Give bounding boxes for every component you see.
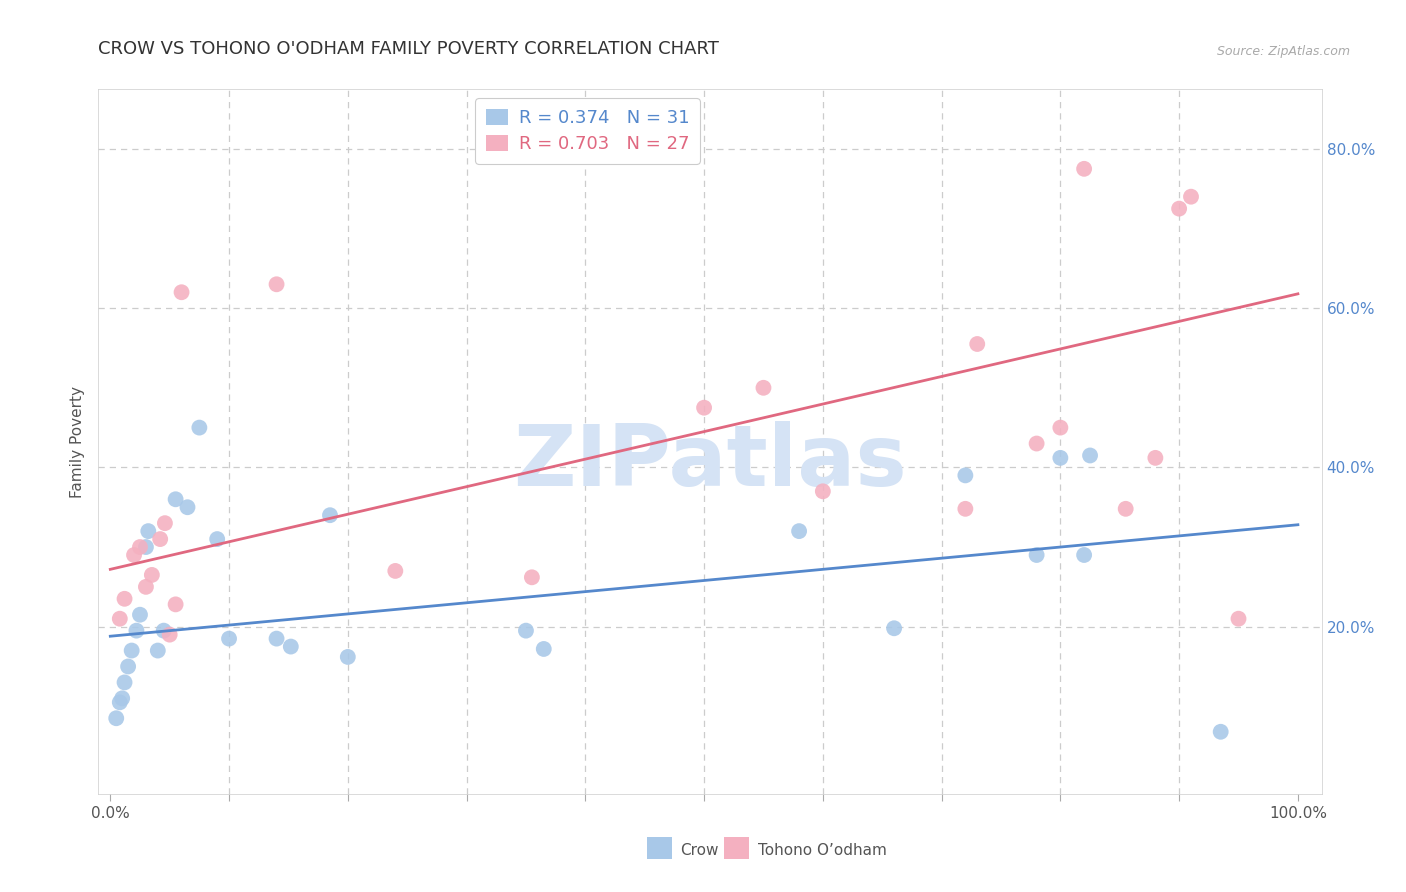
Point [129, 607, 152, 622]
Point [129, 540, 152, 554]
Point [1073, 161, 1095, 176]
Point [1180, 190, 1202, 204]
Point [1025, 436, 1047, 450]
Text: Crow: Crow [681, 843, 718, 857]
Point [520, 570, 543, 584]
Text: Source: ZipAtlas.com: Source: ZipAtlas.com [1216, 45, 1350, 58]
Point [384, 564, 406, 578]
Point [165, 492, 187, 507]
Point [1049, 420, 1071, 434]
Point [108, 695, 131, 709]
Point [883, 621, 905, 635]
Point [105, 711, 128, 725]
Point [1209, 724, 1232, 739]
Point [1049, 450, 1071, 465]
Point [1227, 612, 1250, 626]
Point [752, 381, 775, 395]
Point [1115, 501, 1137, 516]
Point [117, 659, 139, 673]
Point [1078, 449, 1101, 463]
Text: ZIPatlas: ZIPatlas [513, 421, 907, 504]
Point [121, 643, 143, 657]
Point [122, 548, 145, 562]
Text: CROW VS TOHONO O'ODHAM FAMILY POVERTY CORRELATION CHART: CROW VS TOHONO O'ODHAM FAMILY POVERTY CO… [98, 40, 720, 58]
Point [1168, 202, 1191, 216]
Legend: R = 0.374   N = 31, R = 0.703   N = 27: R = 0.374 N = 31, R = 0.703 N = 27 [475, 98, 700, 163]
Point [1025, 548, 1047, 562]
Point [533, 642, 555, 657]
Point [515, 624, 537, 638]
Point [1144, 450, 1167, 465]
Point [693, 401, 716, 415]
Point [170, 285, 193, 300]
Point [205, 532, 228, 546]
Point [149, 532, 172, 546]
Point [135, 540, 157, 554]
Point [280, 640, 302, 654]
Point [1073, 548, 1095, 562]
Point [165, 598, 187, 612]
Point [114, 675, 136, 690]
Point [188, 420, 211, 434]
Text: Tohono O’odham: Tohono O’odham [758, 843, 887, 857]
Point [135, 580, 157, 594]
Point [108, 612, 131, 626]
Point [141, 568, 163, 582]
Point [955, 501, 977, 516]
Y-axis label: Family Poverty: Family Poverty [70, 385, 86, 498]
Point [319, 508, 342, 523]
Point [153, 516, 176, 530]
Point [266, 632, 288, 646]
Point [955, 468, 977, 483]
Point [176, 500, 198, 515]
Point [159, 627, 181, 641]
Point [218, 632, 240, 646]
Point [966, 337, 988, 351]
Point [811, 484, 834, 499]
Point [114, 591, 136, 606]
Point [787, 524, 810, 538]
Point [336, 649, 359, 664]
Point [111, 691, 134, 706]
Point [136, 524, 159, 538]
Point [152, 624, 174, 638]
Point [125, 624, 148, 638]
Point [266, 277, 288, 292]
Point [146, 643, 169, 657]
